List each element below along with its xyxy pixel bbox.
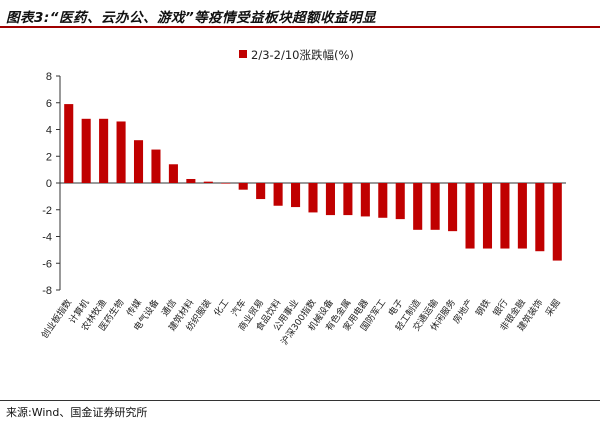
bar-chart: 2/3-2/10涨跌幅(%) -8 -6 -4 -2 0 2 4 6 8 创业板指数计算机农林牧… xyxy=(39,48,566,347)
bar-16 xyxy=(343,183,353,216)
legend-swatch xyxy=(239,50,247,58)
bar-3 xyxy=(116,121,126,183)
bar-25 xyxy=(500,183,510,249)
x-tick-label: 采掘 xyxy=(543,297,563,319)
bar-21 xyxy=(430,183,440,230)
footer-rule xyxy=(0,400,600,401)
bar-13 xyxy=(291,183,301,208)
source-note: 来源:Wind、国金证券研究所 xyxy=(6,406,148,419)
x-tick-label: 钢铁 xyxy=(473,297,493,319)
y-tick-label: 8 xyxy=(46,71,52,83)
x-axis-labels: 创业板指数计算机农林牧渔医药生物传媒电气设备通信建筑材料纺织服装化工汽车商业贸易… xyxy=(39,297,563,347)
legend-label: 2/3-2/10涨跌幅(%) xyxy=(251,48,354,62)
bar-12 xyxy=(273,183,283,206)
title-rule xyxy=(0,26,600,28)
y-tick-label: -6 xyxy=(42,258,52,270)
bar-11 xyxy=(256,183,266,200)
bar-8 xyxy=(203,181,213,183)
bar-1 xyxy=(81,118,91,183)
bar-20 xyxy=(413,183,423,230)
bar-7 xyxy=(186,178,196,183)
y-tick-label: -8 xyxy=(42,285,52,297)
y-tick-label: -2 xyxy=(42,205,52,217)
bar-19 xyxy=(395,183,405,220)
figure-title: 图表3:“医药、云办公、游戏”等疫情受益板块超额收益明显 xyxy=(6,10,377,26)
y-tick-label: -4 xyxy=(42,232,52,244)
bar-27 xyxy=(535,183,545,252)
y-tick-label: 6 xyxy=(46,98,52,110)
bar-14 xyxy=(308,183,318,213)
bar-0 xyxy=(64,104,74,183)
bar-23 xyxy=(465,183,475,249)
bar-4 xyxy=(133,140,144,183)
bar-17 xyxy=(360,183,370,217)
y-tick-label: 0 xyxy=(46,178,52,190)
bars xyxy=(64,104,562,261)
bar-28 xyxy=(552,183,562,261)
bar-18 xyxy=(378,183,388,218)
bar-15 xyxy=(325,183,335,216)
bar-22 xyxy=(448,183,458,232)
y-tick-label: 4 xyxy=(46,125,52,137)
bar-24 xyxy=(482,183,493,249)
bar-5 xyxy=(151,149,161,183)
bar-26 xyxy=(517,183,527,249)
legend: 2/3-2/10涨跌幅(%) xyxy=(239,48,354,62)
bar-10 xyxy=(238,183,248,190)
x-tick-label: 化工 xyxy=(211,297,231,319)
bar-6 xyxy=(168,164,178,183)
bar-9 xyxy=(221,183,231,184)
bar-2 xyxy=(99,118,109,183)
y-tick-label: 2 xyxy=(46,151,52,163)
